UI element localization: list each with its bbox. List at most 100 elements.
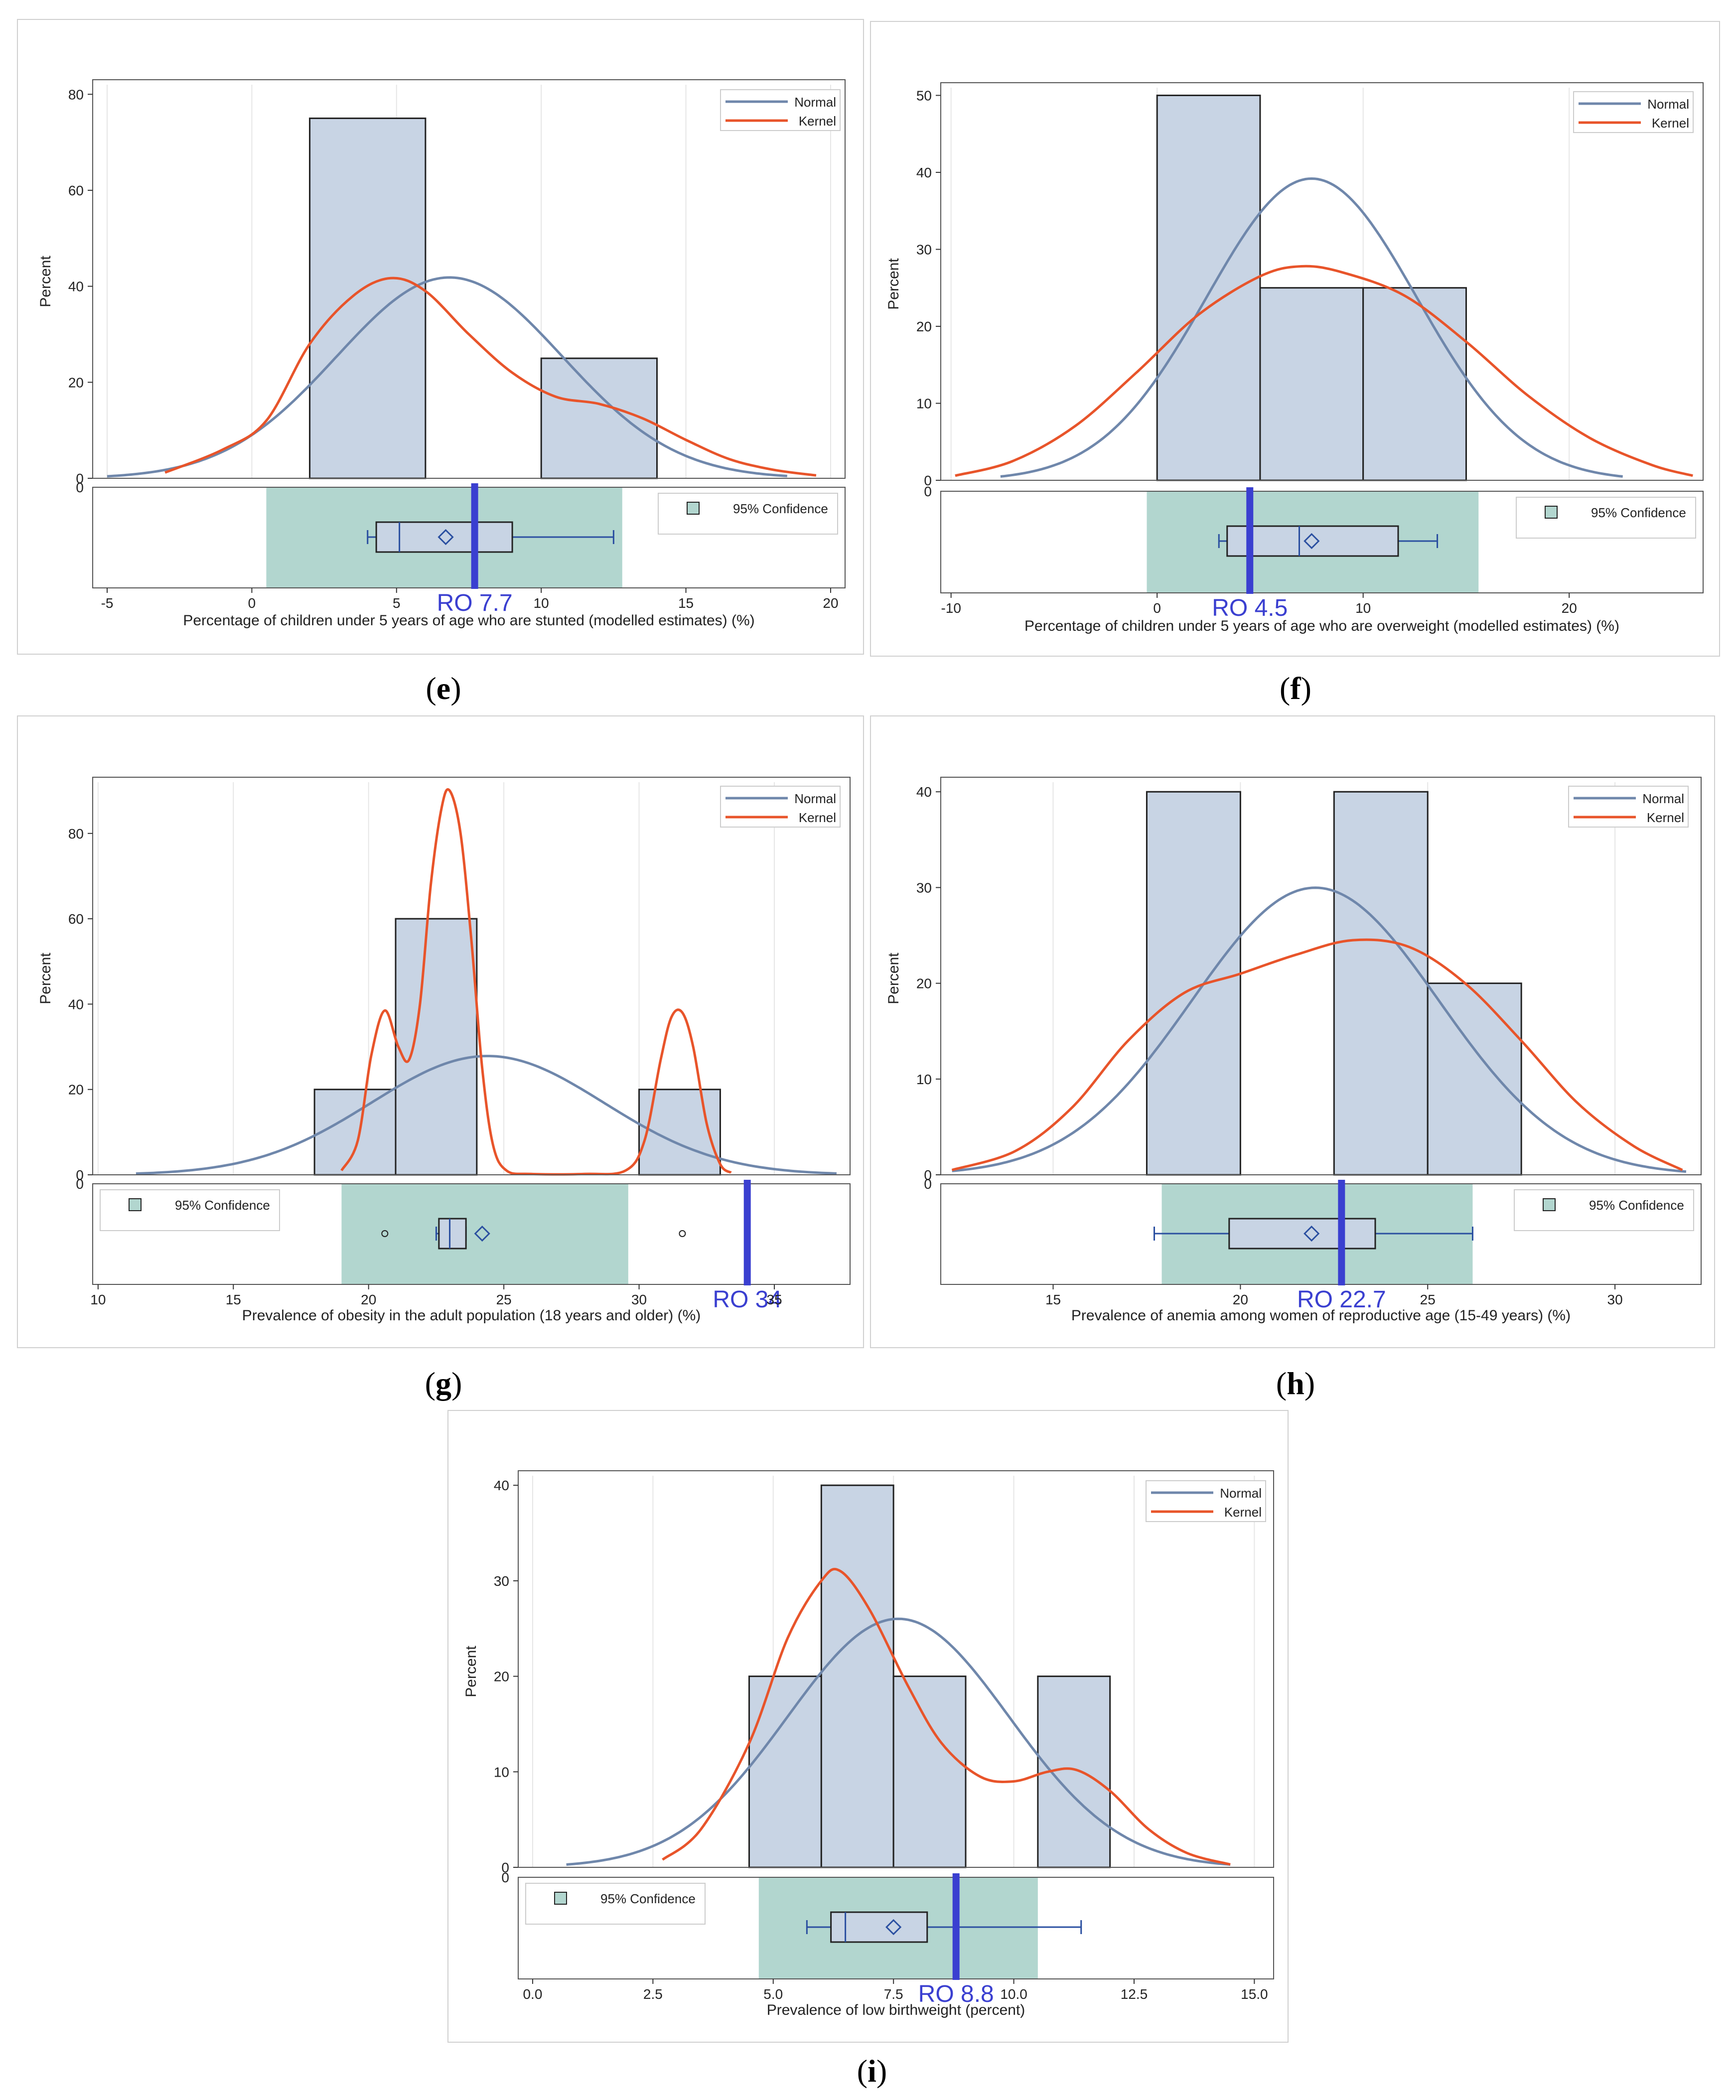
- y-tick-label: 20: [916, 319, 932, 334]
- y-tick-label: 0: [76, 471, 84, 486]
- box-iqr: [1226, 525, 1399, 557]
- x-tick-label: 0: [1153, 600, 1161, 616]
- kernel-curve: [955, 265, 1693, 477]
- x-tick-label: 20: [361, 1292, 376, 1307]
- y-tick-label: 10: [494, 1764, 509, 1780]
- box-mean-diamond: [1303, 533, 1320, 550]
- ci-legend-label: 95% Confidence: [600, 1891, 696, 1906]
- x-tick-label: 0.0: [523, 1986, 542, 2002]
- legend-box: [720, 89, 841, 131]
- plot-frame: [940, 82, 1704, 481]
- histogram-bar: [820, 1484, 894, 1868]
- chart-panel-h: 0 10 20 30 40 Percent 0 Normal Kernel 95% Confide…: [870, 715, 1715, 1348]
- legend-box: [1568, 786, 1689, 828]
- y-tick-label: 30: [494, 1573, 509, 1589]
- ci-legend-swatch: [1545, 506, 1558, 519]
- histogram-bar: [1362, 287, 1467, 481]
- ci-legend-label: 95% Confidence: [1591, 505, 1686, 520]
- box-mean-diamond: [885, 1919, 902, 1936]
- chart-svg-i: 0 10 20 30 40 Percent 0 Normal Kernel 95% Confide…: [463, 1470, 1274, 2018]
- ro-label: RO 8.8: [918, 1981, 994, 2007]
- x-tick-label: 7.5: [884, 1986, 903, 2002]
- x-tick-label: 15: [226, 1292, 241, 1307]
- plot-frame: [92, 79, 846, 479]
- histogram-bar: [1259, 287, 1364, 481]
- y-tick-label: 0: [924, 1167, 932, 1183]
- x-axis-label: Percentage of children under 5 years of …: [1024, 618, 1619, 634]
- histogram-bar: [1156, 94, 1261, 481]
- ci-legend-swatch: [687, 502, 700, 515]
- normal-curve: [1000, 177, 1623, 478]
- legend-normal-label: Normal: [1647, 97, 1689, 112]
- histogram-bar: [1146, 791, 1241, 1176]
- normal-curve: [136, 1055, 837, 1175]
- box-zero-label: 0: [76, 1176, 84, 1192]
- x-tick-label: 15.0: [1241, 1986, 1268, 2002]
- y-tick-label: 0: [924, 473, 932, 488]
- box-mean-diamond: [437, 529, 454, 546]
- histogram-bar: [1333, 791, 1429, 1176]
- box-panel-frame: [940, 491, 1704, 593]
- legend-normal-label: Normal: [794, 791, 836, 806]
- x-tick-label: 15: [1045, 1292, 1061, 1307]
- y-tick-label: 50: [916, 88, 932, 103]
- y-tick-label: 0: [501, 1860, 509, 1875]
- y-axis-label: Percent: [37, 953, 54, 1004]
- legend-normal-label: Normal: [794, 95, 836, 110]
- legend-kernel-label: Kernel: [1652, 116, 1689, 131]
- box-mean-diamond: [474, 1225, 490, 1242]
- plot-frame: [518, 1470, 1274, 1868]
- histogram-bar: [313, 1089, 397, 1176]
- ro-label: RO 22.7: [1297, 1286, 1386, 1313]
- x-tick-label: 10: [534, 595, 549, 611]
- caption-h: (h): [1276, 1366, 1315, 1401]
- x-tick-label: 5: [393, 595, 401, 611]
- chart-panel-e: 0 20 40 60 80 Percent 0 Normal Kernel 95% Confide…: [17, 19, 864, 655]
- ro-label: RO 34: [713, 1286, 782, 1313]
- ci-legend-swatch: [129, 1198, 142, 1211]
- legend-kernel-label: Kernel: [799, 114, 836, 129]
- y-tick-label: 40: [68, 279, 84, 294]
- box-panel-frame: [940, 1183, 1702, 1285]
- y-tick-label: 40: [916, 165, 932, 180]
- x-tick-label: 5.0: [763, 1986, 783, 2002]
- kernel-curve: [951, 938, 1683, 1171]
- ro-label: RO 7.7: [437, 590, 513, 616]
- x-tick-label: 20: [823, 595, 838, 611]
- histogram-bar: [309, 117, 427, 479]
- caption-f: (f): [1280, 671, 1311, 706]
- plot-frame: [940, 777, 1702, 1175]
- histogram-bar: [1427, 982, 1522, 1176]
- box-panel-frame: [92, 487, 846, 588]
- chart-panel-g: 0 20 40 60 80 Percent 0 Normal Kernel 95% Confide…: [17, 715, 864, 1348]
- legend-kernel-label: Kernel: [1224, 1505, 1262, 1520]
- chart-svg-e: 0 20 40 60 80 Percent 0 Normal Kernel 95% Confide…: [37, 79, 846, 629]
- x-tick-label: 30: [631, 1292, 647, 1307]
- kernel-curve: [662, 1568, 1231, 1866]
- chart-svg-f: 0 10 20 30 40 50 Percent 0 Normal Kernel 95% Confi…: [885, 82, 1704, 634]
- y-tick-label: 10: [916, 1072, 932, 1087]
- box-outlier: [381, 1230, 389, 1237]
- x-tick-label: 25: [496, 1292, 512, 1307]
- plot-frame: [92, 777, 851, 1175]
- ci-legend-swatch: [1543, 1198, 1556, 1211]
- box-panel-frame: [518, 1877, 1274, 1979]
- ci-legend-label: 95% Confidence: [733, 501, 828, 516]
- chart-panel-f: 0 10 20 30 40 50 Percent 0 Normal Kernel 95% Confi…: [870, 21, 1720, 657]
- x-tick-label: 10.0: [1000, 1986, 1027, 2002]
- x-tick-label: -10: [941, 600, 961, 616]
- chart-panel-i: 0 10 20 30 40 Percent 0 Normal Kernel 95% Confide…: [447, 1410, 1289, 2043]
- box-iqr: [1228, 1218, 1376, 1250]
- legend-box: [720, 786, 841, 828]
- box-zero-label: 0: [76, 480, 84, 495]
- kernel-curve: [164, 277, 817, 477]
- box-zero-label: 0: [501, 1870, 509, 1885]
- x-tick-label: 10: [90, 1292, 106, 1307]
- caption-g: (g): [425, 1366, 462, 1401]
- ro-label: RO 4.5: [1212, 595, 1288, 621]
- x-tick-label: 15: [678, 595, 694, 611]
- x-tick-label: 20: [1562, 600, 1577, 616]
- legend-kernel-label: Kernel: [1647, 810, 1684, 825]
- box-iqr: [830, 1911, 928, 1943]
- confidence-band: [341, 1184, 628, 1284]
